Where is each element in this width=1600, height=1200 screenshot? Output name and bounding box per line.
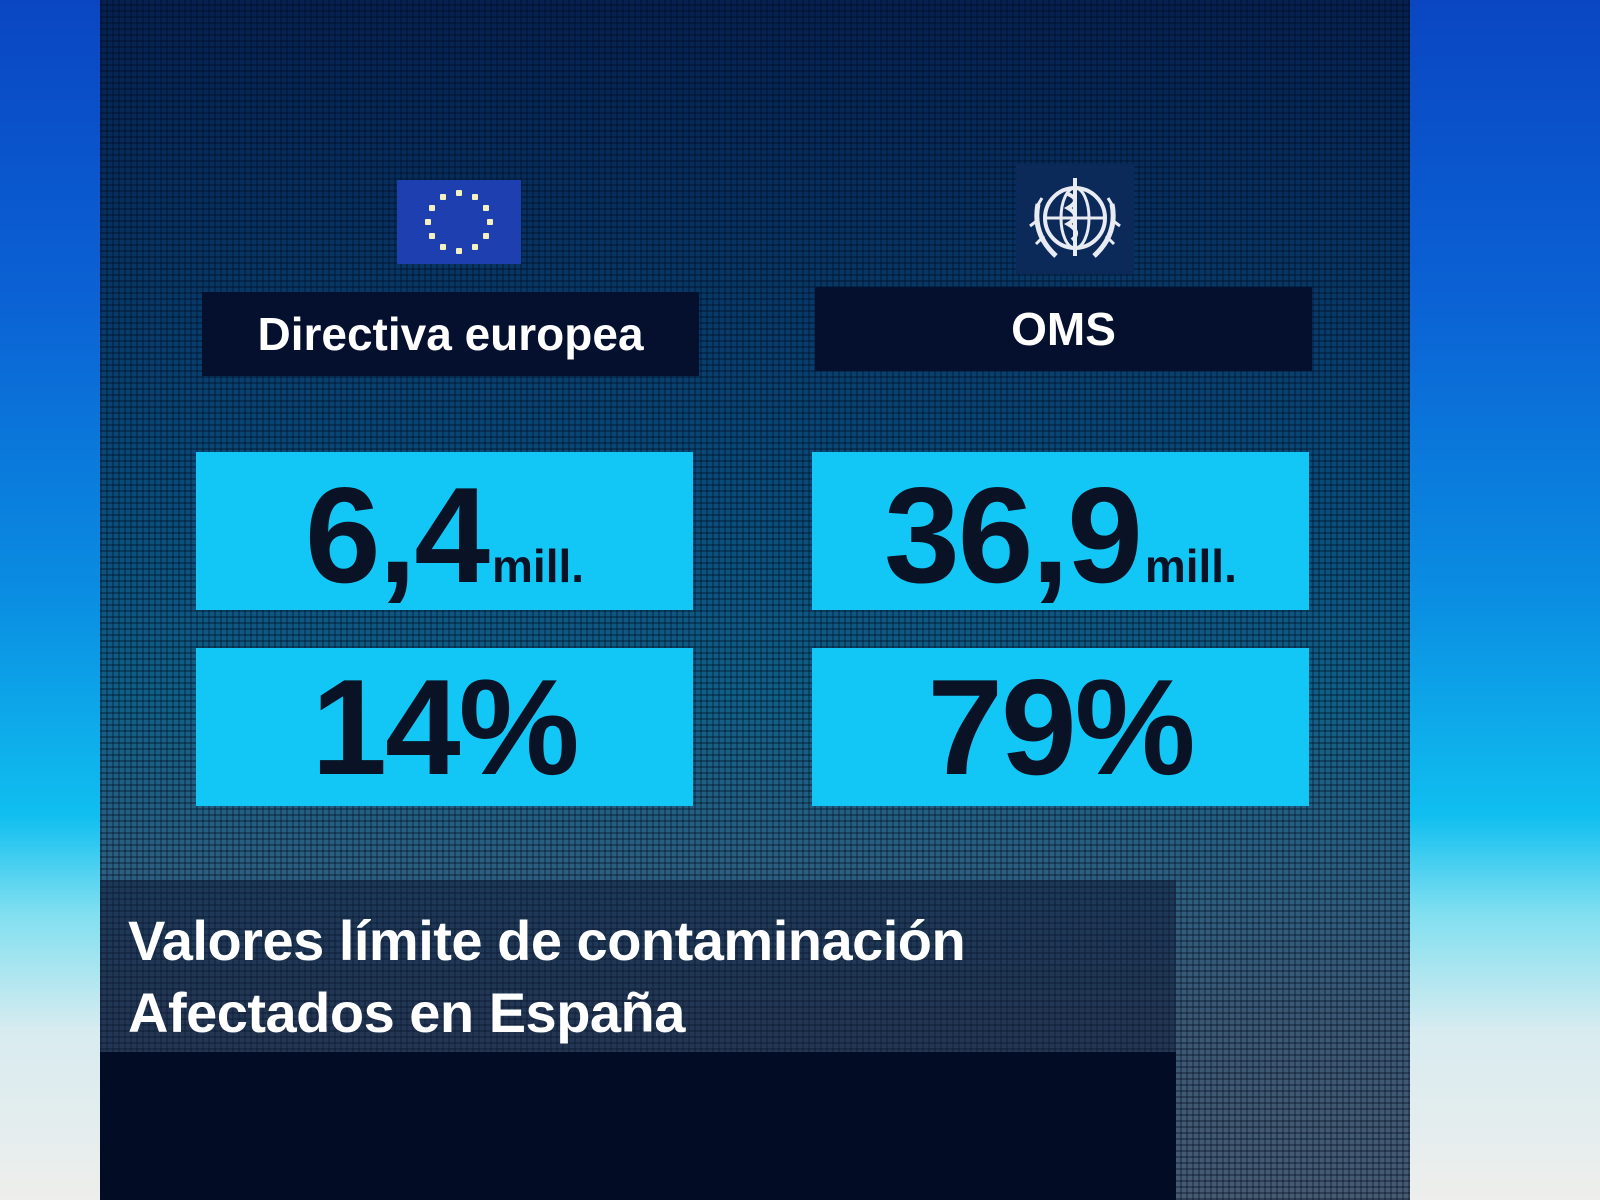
who-emblem-icon: [1016, 164, 1134, 274]
who-label-text: OMS: [1011, 303, 1116, 355]
caption-box: Valores límite de contaminación Afectado…: [100, 880, 1176, 1052]
eu-directive-label: Directiva europea: [202, 292, 699, 376]
who-label: OMS: [815, 287, 1312, 371]
who-affected-people-value: 36,9 mill.: [812, 452, 1309, 610]
lower-third-bar: [100, 1052, 1176, 1200]
who-affected-percent-number: 79%: [927, 651, 1195, 803]
eu-affected-percent-value: 14%: [196, 648, 693, 806]
eu-flag-icon: [397, 180, 521, 264]
eu-affected-people-value: 6,4 mill.: [196, 452, 693, 610]
caption-title: Valores límite de contaminación: [128, 909, 966, 972]
eu-affected-people-number: 6,4: [304, 459, 490, 611]
who-affected-people-unit: mill.: [1144, 540, 1237, 592]
who-affected-people-number: 36,9: [884, 459, 1143, 611]
eu-affected-percent-number: 14%: [311, 651, 579, 803]
eu-directive-label-text: Directiva europea: [257, 308, 644, 360]
eu-affected-people-unit: mill.: [492, 540, 585, 592]
who-affected-percent-value: 79%: [812, 648, 1309, 806]
caption-subtitle: Afectados en España: [128, 981, 685, 1044]
